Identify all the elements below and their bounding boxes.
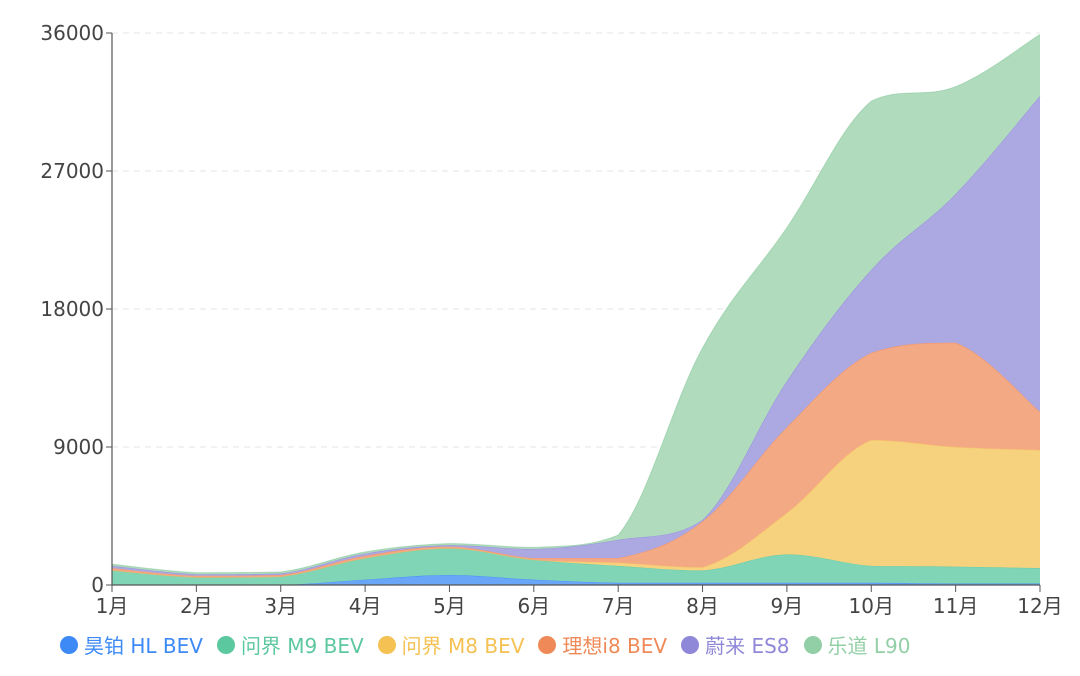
- area-layer: [111, 34, 1041, 586]
- x-tick-label: 9月: [771, 594, 804, 618]
- area-2: [112, 548, 1040, 585]
- legend-marker: [538, 635, 557, 654]
- legend-label: 蔚来 ES8: [705, 634, 790, 658]
- area-3: [112, 440, 1040, 578]
- legend-item-1[interactable]: 昊铂 HL BEV: [60, 630, 203, 659]
- legend-label: 乐道 L90: [827, 634, 911, 658]
- legend-item-6[interactable]: 乐道 L90: [803, 630, 911, 659]
- area-line-6: [111, 34, 1041, 574]
- legend-label: 问界 M9 BEV: [240, 634, 364, 658]
- x-tick-label: 11月: [933, 594, 978, 618]
- axis-layer: 0 9000 18000 27000 36000 1月 2月 3月 4月 5月 6月 7月 8月 9月 10…: [40, 21, 1062, 618]
- x-tick-label: 10月: [849, 594, 894, 618]
- x-tick-label: 8月: [686, 594, 719, 618]
- area-5: [112, 95, 1040, 576]
- legend-marker: [377, 635, 396, 654]
- chart-legend: 昊铂 HL BEV 问界 M9 BEV 问界 M8 BEV 理想i8 BEV 蔚来 ES…: [60, 630, 910, 659]
- chart-canvas: 0 9000 18000 27000 36000 1月 2月 3月 4月 5月 6月 7月 8月 9月 10…: [40, 21, 1062, 618]
- y-tick-label: 27000: [40, 159, 104, 183]
- legend-marker: [216, 635, 235, 654]
- legend-item-3[interactable]: 问界 M8 BEV: [377, 630, 525, 659]
- x-tick-label: 2月: [180, 594, 213, 618]
- legend-marker: [803, 635, 822, 654]
- y-tick-label: 0: [91, 573, 104, 597]
- x-tick-label: 4月: [349, 594, 382, 618]
- legend-item-5[interactable]: 蔚来 ES8: [681, 630, 790, 659]
- legend-label: 理想i8 BEV: [562, 634, 668, 658]
- legend-item-4[interactable]: 理想i8 BEV: [538, 630, 667, 659]
- legend-item-2[interactable]: 问界 M9 BEV: [216, 630, 364, 659]
- legend-label: 昊铂 HL BEV: [84, 634, 203, 658]
- x-tick-label: 6月: [517, 594, 550, 618]
- x-tick-label: 12月: [1017, 594, 1062, 618]
- y-tick-label: 9000: [53, 435, 104, 459]
- y-tick-label: 18000: [40, 297, 104, 321]
- area-4: [112, 342, 1040, 578]
- x-tick-label: 7月: [602, 594, 635, 618]
- legend-label: 问界 M8 BEV: [401, 634, 525, 658]
- x-tick-label: 3月: [264, 594, 297, 618]
- legend-marker: [681, 635, 700, 654]
- x-tick-label: 1月: [96, 594, 129, 618]
- area-1: [112, 575, 1040, 585]
- x-tick-label: 5月: [433, 594, 466, 618]
- legend-marker: [60, 635, 78, 654]
- y-tick-label: 36000: [40, 21, 104, 45]
